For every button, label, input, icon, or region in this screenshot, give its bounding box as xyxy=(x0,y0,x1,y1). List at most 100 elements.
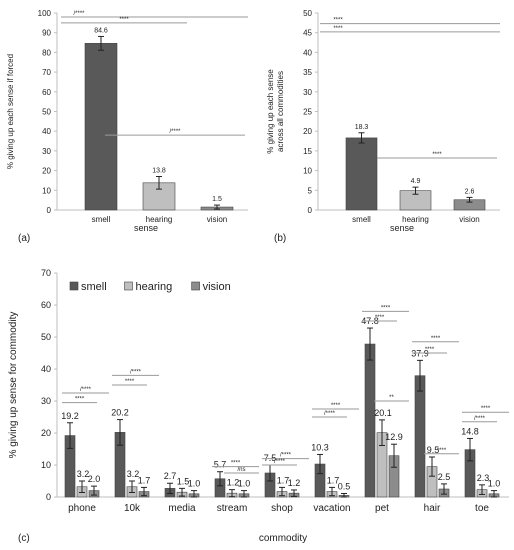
x-axis-label: commodity xyxy=(259,533,307,544)
chart-panel-a: 0 10 20 30 40 50 60 70 80 90 100 % giving up each s… xyxy=(6,9,248,244)
significance-label: **** xyxy=(381,305,391,311)
significance-label: /**** xyxy=(324,411,336,417)
significance-label: /**** xyxy=(130,369,142,375)
legend-swatch-hearing xyxy=(124,281,133,291)
y-tick-label: 90 xyxy=(42,29,51,38)
x-tick-label: smell xyxy=(352,215,371,224)
chart-panel-c: 0 10 20 30 40 50 60 70 % giving up sense for com… xyxy=(8,268,509,544)
data-label: 10.3 xyxy=(311,442,329,452)
significance-label: **** xyxy=(431,336,441,342)
data-label: 1.0 xyxy=(188,479,201,489)
significance-label: **** xyxy=(333,26,343,32)
significance-label: /**** xyxy=(474,416,486,422)
data-label: 3.2 xyxy=(127,469,140,479)
x-tick-label: hair xyxy=(424,503,441,514)
data-label: 12.9 xyxy=(385,432,403,442)
data-label: 3.2 xyxy=(77,469,90,479)
y-tick-label: 10 xyxy=(303,167,312,176)
y-tick-label: 0 xyxy=(308,206,313,215)
legend-label-hearing: hearing xyxy=(136,281,173,293)
bar-hearing xyxy=(142,182,176,211)
y-tick-label: 40 xyxy=(41,364,51,374)
data-label: 20.2 xyxy=(111,408,129,418)
y-tick-label: 60 xyxy=(42,88,51,97)
data-label: 19.2 xyxy=(61,411,79,421)
y-tick-label: 0 xyxy=(47,206,52,215)
significance-label: **** xyxy=(432,152,442,158)
y-tick-label: 70 xyxy=(42,68,51,77)
significance-label: /**** xyxy=(169,129,181,135)
data-label: 84.6 xyxy=(94,27,108,34)
significance-label: **** xyxy=(333,18,343,24)
y-tick-label: 70 xyxy=(41,268,51,278)
x-tick-label: pet xyxy=(375,503,389,514)
y-tick-label: 50 xyxy=(41,332,51,342)
y-tick-label: 20 xyxy=(303,127,312,136)
data-label: 2.5 xyxy=(438,472,451,482)
bar-smell xyxy=(84,43,118,211)
data-label: 13.8 xyxy=(152,168,166,175)
significance-label: ** xyxy=(389,395,394,401)
legend-label-vision: vision xyxy=(203,281,231,293)
x-tick-label: hearing xyxy=(146,215,173,224)
y-axis-label: % giving up each sense xyxy=(266,69,275,154)
y-tick-label: 40 xyxy=(303,48,312,57)
data-label: 1.5 xyxy=(212,196,222,203)
bar-pet-smell xyxy=(364,343,376,498)
data-label: 2.7 xyxy=(164,471,177,481)
legend-swatch-smell xyxy=(69,281,79,291)
y-tick-label: 30 xyxy=(42,147,51,156)
data-label: 20.1 xyxy=(374,408,392,418)
legend-swatch-vision xyxy=(191,281,200,291)
bar-hair-smell xyxy=(414,375,426,498)
x-tick-label: media xyxy=(168,503,196,514)
x-tick-label: hearing xyxy=(402,215,429,224)
x-axis-label: sense xyxy=(390,223,414,233)
y-tick-label: 80 xyxy=(42,48,51,57)
chart-panel-b: 0 5 10 15 20 25 30 35 40 45 50 % giving up each sen… xyxy=(266,9,500,244)
y-tick-label: 10 xyxy=(41,460,51,470)
x-tick-label: phone xyxy=(68,503,96,514)
panel-label: (c) xyxy=(18,533,30,544)
data-label: 18.3 xyxy=(355,124,369,131)
x-tick-label: vision xyxy=(459,215,479,224)
y-tick-label: 100 xyxy=(38,9,52,18)
data-label: 0.5 xyxy=(338,481,351,491)
y-tick-label: 0 xyxy=(46,492,51,502)
y-tick-label: 10 xyxy=(42,186,51,195)
data-label: 7.5 xyxy=(264,453,277,463)
y-tick-label: 20 xyxy=(42,167,51,176)
y-tick-label: 40 xyxy=(42,127,51,136)
significance-label: **** xyxy=(331,403,341,409)
y-tick-label: 35 xyxy=(303,68,312,77)
significance-label: **** xyxy=(481,406,491,412)
data-label: 1.7 xyxy=(327,475,340,485)
panel-label: (a) xyxy=(18,233,30,244)
data-label: 2.3 xyxy=(477,473,490,483)
significance-label: **** xyxy=(119,17,129,23)
y-tick-label: 50 xyxy=(42,108,51,117)
y-tick-label: 30 xyxy=(41,396,51,406)
significance-label: **** xyxy=(75,397,85,403)
significance-label: **** xyxy=(125,379,135,385)
significance-label: **** xyxy=(375,315,385,321)
bar-smell xyxy=(345,137,378,211)
data-label: 1.7 xyxy=(138,475,151,485)
x-tick-label: stream xyxy=(217,503,248,514)
significance-label: **** xyxy=(437,448,447,454)
significance-label: /**** xyxy=(274,459,286,465)
x-axis-label: sense xyxy=(134,223,158,233)
data-label: 1.2 xyxy=(227,478,240,488)
y-tick-label: 20 xyxy=(41,428,51,438)
x-tick-label: vision xyxy=(207,215,227,224)
data-label: 1.0 xyxy=(238,479,251,489)
x-tick-label: smell xyxy=(92,215,111,224)
y-axis-label: across all commodities xyxy=(276,71,285,152)
panel-label: (b) xyxy=(274,233,286,244)
data-label: 9.5 xyxy=(427,445,440,455)
y-tick-label: 5 xyxy=(308,186,313,195)
data-label: 1.2 xyxy=(288,478,301,488)
significance-label: **** xyxy=(425,347,435,353)
data-label: 1.7 xyxy=(277,475,290,485)
